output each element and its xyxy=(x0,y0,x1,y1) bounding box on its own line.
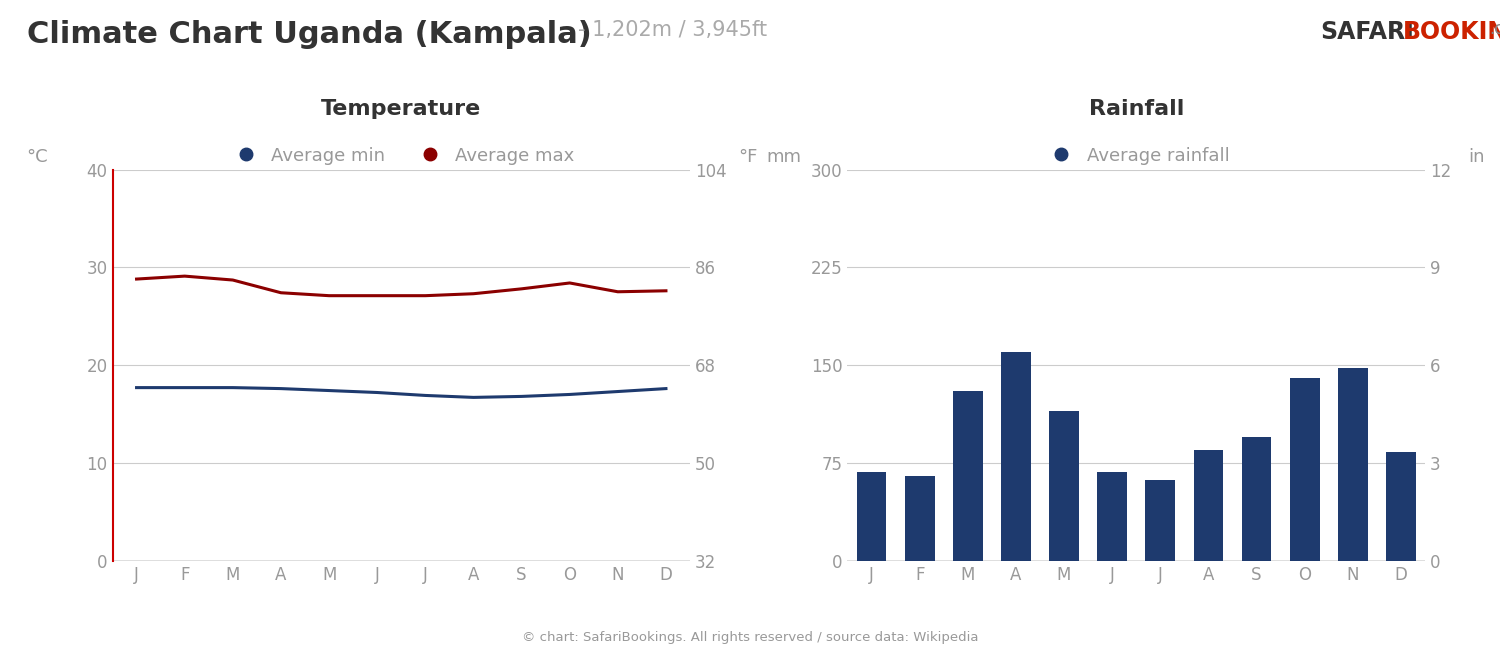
Text: .com: .com xyxy=(1490,20,1500,38)
Bar xyxy=(1146,480,1174,561)
Bar xyxy=(952,391,982,561)
Bar xyxy=(1386,452,1416,561)
Text: Rainfall: Rainfall xyxy=(1089,98,1184,119)
Text: © chart: SafariBookings. All rights reserved / source data: Wikipedia: © chart: SafariBookings. All rights rese… xyxy=(522,630,978,644)
Bar xyxy=(1048,411,1078,561)
Text: BOOKINGS: BOOKINGS xyxy=(1402,20,1500,44)
Bar xyxy=(1338,368,1368,561)
Bar xyxy=(1000,352,1030,561)
Text: Climate Chart Uganda (Kampala): Climate Chart Uganda (Kampala) xyxy=(27,20,591,48)
Legend: Average rainfall: Average rainfall xyxy=(1036,140,1236,172)
Text: mm: mm xyxy=(766,147,801,166)
Bar xyxy=(1194,450,1224,561)
Legend: Average min, Average max: Average min, Average max xyxy=(220,140,582,172)
Bar xyxy=(856,472,886,561)
Text: - 1,202m / 3,945ft: - 1,202m / 3,945ft xyxy=(578,20,766,40)
Bar xyxy=(1290,378,1320,561)
Text: Temperature: Temperature xyxy=(321,98,482,119)
Text: °C: °C xyxy=(27,147,48,166)
Bar xyxy=(904,476,934,561)
Bar xyxy=(1098,472,1126,561)
Text: SAFARI: SAFARI xyxy=(1320,20,1414,44)
Text: in: in xyxy=(1468,147,1485,166)
Bar xyxy=(1242,437,1272,561)
Text: °F: °F xyxy=(738,147,758,166)
